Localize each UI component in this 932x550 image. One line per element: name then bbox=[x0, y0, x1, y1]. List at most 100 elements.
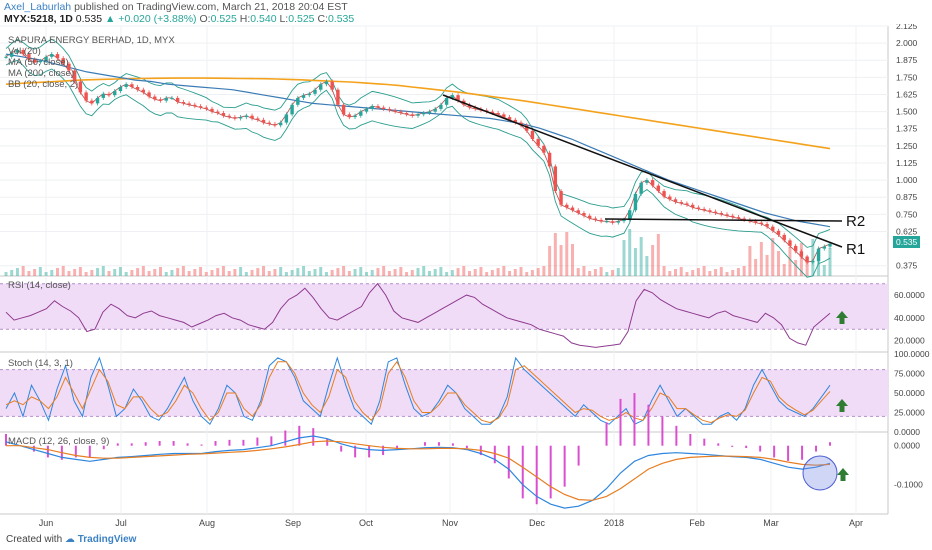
macd-tick-label: -0.1000 bbox=[894, 480, 923, 490]
candle-body bbox=[290, 104, 294, 115]
candle-body bbox=[27, 54, 31, 60]
candle-body bbox=[319, 84, 323, 90]
volume-bar bbox=[811, 239, 815, 276]
candle-body bbox=[256, 118, 260, 120]
candle-body bbox=[381, 107, 386, 109]
macd-signal-line bbox=[6, 440, 831, 501]
y-tick-label: 1.625 bbox=[896, 89, 918, 99]
vol-legend[interactable]: Vol (20) bbox=[8, 46, 41, 57]
candle-body bbox=[668, 196, 672, 200]
volume-bar bbox=[38, 267, 42, 276]
low-label: L: bbox=[279, 13, 289, 25]
candle-body bbox=[816, 248, 821, 261]
candle-body bbox=[496, 112, 500, 115]
candle-body bbox=[273, 123, 277, 126]
volume-bar bbox=[193, 269, 197, 276]
volume-bar bbox=[777, 251, 780, 276]
candle-body bbox=[439, 104, 443, 109]
price-change: ▲ +0.020 (+3.88%) bbox=[105, 13, 197, 25]
volume-bar bbox=[450, 270, 454, 276]
volume-bar bbox=[490, 270, 494, 276]
volume-bar bbox=[548, 246, 552, 276]
volume-bar bbox=[227, 271, 231, 276]
candle-body bbox=[536, 139, 540, 146]
candle-body bbox=[616, 221, 620, 223]
volume-bar bbox=[267, 271, 271, 276]
candle-body bbox=[187, 103, 191, 105]
volume-bar bbox=[536, 268, 540, 276]
candle-body bbox=[130, 84, 134, 87]
trendline-r2 bbox=[604, 218, 843, 222]
volume-bar bbox=[433, 269, 437, 276]
macd-legend[interactable]: MACD (12, 26, close, 9) bbox=[8, 436, 110, 447]
volume-bar bbox=[639, 237, 643, 276]
candle-body bbox=[21, 49, 25, 55]
volume-bar bbox=[147, 271, 151, 276]
chart-title: SAPURA ENERGY BERHAD, 1D, MYX bbox=[8, 35, 175, 46]
volume-bar bbox=[513, 269, 517, 276]
volume-bar bbox=[15, 268, 19, 276]
macd-crossover-circle bbox=[802, 455, 838, 491]
candle-body bbox=[210, 108, 214, 112]
volume-bar bbox=[525, 272, 529, 276]
chart-canvas[interactable]: Jun Jul Aug Sep Oct Nov Dec 2018 Feb Mar Apr 2.125 2… bbox=[0, 24, 932, 534]
rsi-legend[interactable]: RSI (14, close) bbox=[8, 280, 71, 291]
candle-body bbox=[553, 166, 558, 192]
volume-bar bbox=[250, 270, 254, 276]
volume-bar bbox=[324, 272, 328, 276]
candle-body bbox=[565, 204, 569, 208]
candle-body bbox=[685, 203, 689, 205]
candle-body bbox=[101, 93, 105, 98]
bb-legend[interactable]: BB (20, close, 2) bbox=[8, 79, 79, 90]
candle-body bbox=[313, 89, 317, 94]
volume-bar bbox=[571, 244, 574, 276]
candle-body bbox=[141, 89, 146, 93]
stoch-k-line bbox=[5, 356, 831, 426]
high-value: 0.540 bbox=[250, 13, 277, 25]
candle-body bbox=[370, 106, 374, 109]
candle-body bbox=[10, 52, 14, 57]
candle-body bbox=[404, 112, 409, 115]
ma50-line bbox=[5, 53, 831, 228]
tradingview-brand[interactable]: TradingView bbox=[77, 534, 137, 545]
candle-body bbox=[153, 96, 157, 100]
stoch-tick-label: 75.0000 bbox=[894, 369, 925, 379]
candle-body bbox=[444, 97, 449, 105]
volume-bar bbox=[204, 272, 208, 276]
trendline-r1 bbox=[442, 94, 843, 248]
volume-bar bbox=[284, 272, 288, 276]
volume-bar bbox=[96, 268, 100, 276]
candle-body bbox=[170, 97, 174, 99]
volume-bar bbox=[153, 269, 157, 276]
volume-bar bbox=[319, 267, 323, 276]
x-tick-label: Jul bbox=[115, 518, 127, 528]
y-tick-label: 0.375 bbox=[896, 261, 918, 271]
volume-bar bbox=[794, 260, 798, 276]
candle-body bbox=[164, 97, 168, 101]
candle-body bbox=[158, 99, 163, 101]
candle-body bbox=[44, 56, 48, 61]
ma50-legend[interactable]: MA (50, close) bbox=[8, 57, 69, 68]
ma200-legend[interactable]: MA (200, close) bbox=[8, 68, 74, 79]
stoch-up-arrow-icon bbox=[836, 399, 848, 412]
volume-bar bbox=[136, 268, 140, 276]
stoch-tick-label: 25.0000 bbox=[894, 408, 925, 418]
volume-bar bbox=[662, 266, 666, 276]
candle-body bbox=[742, 218, 746, 220]
x-tick-label: Oct bbox=[359, 518, 374, 528]
volume-bar bbox=[691, 270, 695, 276]
volume-bar bbox=[4, 272, 8, 276]
volume-bar bbox=[221, 266, 225, 276]
volume-bar bbox=[233, 269, 237, 276]
volume-bar bbox=[44, 272, 48, 276]
candle-body bbox=[656, 185, 661, 192]
stoch-legend[interactable]: Stoch (14, 3, 1) bbox=[8, 358, 73, 369]
volume-bar bbox=[553, 233, 557, 276]
volume-bar bbox=[508, 271, 512, 276]
candle-body bbox=[238, 117, 243, 119]
x-tick-label: Nov bbox=[442, 518, 459, 528]
candle-body bbox=[78, 81, 83, 93]
candle-body bbox=[759, 222, 764, 224]
publisher-name[interactable]: Axel_Laburlah bbox=[4, 1, 72, 13]
volume-bar bbox=[485, 272, 489, 276]
